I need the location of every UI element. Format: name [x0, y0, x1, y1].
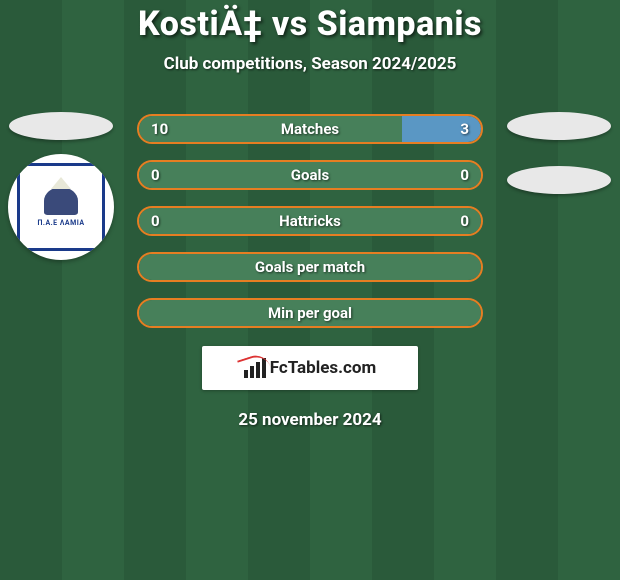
stat-bar-min-per-goal: Min per goal	[137, 298, 483, 328]
bar-value-right: 0	[460, 166, 469, 184]
stats-area: Π.Α.Ε ΛΑΜΙΑ 10Matches30Goals00Hattricks0…	[0, 114, 620, 328]
stat-bar-goals-per-match: Goals per match	[137, 252, 483, 282]
bar-label: Goals per match	[255, 258, 365, 276]
player-photo-placeholder-right-2	[507, 166, 611, 194]
page-subtitle: Club competitions, Season 2024/2025	[0, 54, 620, 74]
logo-text: FcTables.com	[270, 358, 376, 378]
stat-bars: 10 Matches 3 0 Goals 0 0 Hattricks 0 Goals per ma…	[137, 114, 483, 328]
ship-icon	[44, 187, 78, 215]
bar-left-fill	[139, 116, 402, 142]
logo-panel: FcTables.com	[202, 346, 418, 390]
date-line: 25 november 2024	[0, 410, 620, 430]
club-badge-left-inner: Π.Α.Ε ΛΑΜΙΑ	[17, 163, 105, 251]
content-region: KostiÄ‡ vs Siampanis Club competitions, …	[0, 0, 620, 430]
bar-label: Min per goal	[268, 304, 352, 322]
left-player-column: Π.Α.Ε ΛΑΜΙΑ	[6, 114, 116, 260]
bar-value-left: 0	[151, 212, 160, 230]
bar-right-fill	[402, 116, 481, 142]
club-badge-left: Π.Α.Ε ΛΑΜΙΑ	[8, 154, 114, 260]
stat-bar-goals: 0 Goals 0	[137, 160, 483, 190]
player-photo-placeholder-right-1	[507, 112, 611, 140]
right-player-column	[504, 114, 614, 194]
bar-label: Matches	[281, 120, 339, 138]
bar-value-right: 0	[460, 212, 469, 230]
bar-value-left: 10	[151, 120, 168, 138]
stat-bar-hattricks: 0 Hattricks 0	[137, 206, 483, 236]
bar-value-right: 3	[460, 120, 469, 138]
bar-label: Goals	[291, 166, 329, 184]
bar-value-left: 0	[151, 166, 160, 184]
stat-bar-matches: 10 Matches 3	[137, 114, 483, 144]
bar-label: Hattricks	[279, 212, 341, 230]
club-badge-left-text: Π.Α.Ε ΛΑΜΙΑ	[37, 219, 84, 227]
page-title: KostiÄ‡ vs Siampanis	[0, 4, 620, 44]
bar-chart-icon	[244, 358, 266, 378]
player-photo-placeholder-left	[9, 112, 113, 140]
